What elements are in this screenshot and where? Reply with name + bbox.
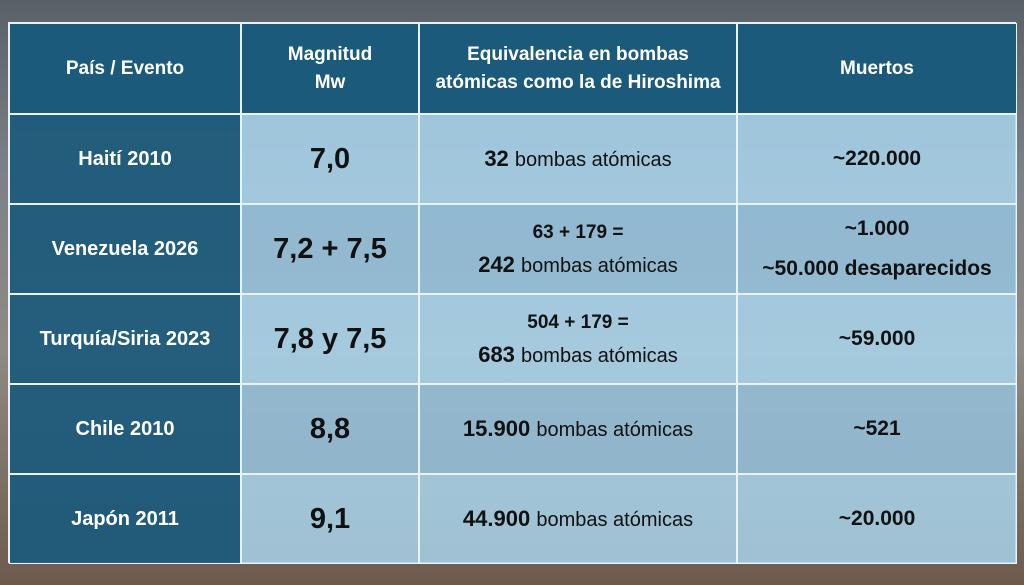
header-text: País / Evento xyxy=(65,57,185,79)
magnitude: 8,8 xyxy=(309,412,351,445)
equivalence-number: 242 xyxy=(478,251,515,277)
equivalence-text: bombas atómicas xyxy=(514,148,672,171)
cell: ~1.000 ~50.000 desaparecidos xyxy=(737,204,1017,294)
cell: 44.900 bombas atómicas xyxy=(419,474,737,564)
equivalence-text: bombas atómicas xyxy=(521,344,678,367)
equivalence-sum: 63 + 179 = xyxy=(532,221,624,243)
cell: Turquía/Siria 2023 xyxy=(9,294,241,384)
deaths: ~220.000 xyxy=(832,147,922,170)
table: País / Evento Magnitud Mw Equivalencia en b… xyxy=(8,22,1017,564)
header-text: Magnitud xyxy=(287,43,373,65)
cell: 7,0 xyxy=(241,114,419,204)
header-text: Muertos xyxy=(840,57,914,79)
magnitude: 9,1 xyxy=(309,502,351,535)
cell: ~20.000 xyxy=(737,474,1017,564)
cell: ~521 xyxy=(737,384,1017,474)
header-text: Equivalencia en bombas atómicas como la … xyxy=(435,43,721,93)
cell: 63 + 179 = 242 bombas atómicas xyxy=(419,204,737,294)
equivalence-text: bombas atómicas xyxy=(521,254,678,277)
cell: ~59.000 xyxy=(737,294,1017,384)
magnitude: 7,0 xyxy=(309,142,351,175)
deaths: ~59.000 xyxy=(838,327,916,350)
cell: Haití 2010 xyxy=(9,114,241,204)
equivalence: 44.900 bombas atómicas xyxy=(463,503,693,536)
deaths: ~20.000 xyxy=(838,507,916,530)
cell: Venezuela 2026 xyxy=(9,204,241,294)
magnitude: 7,2 + 7,5 xyxy=(273,232,387,265)
deaths: ~1.000 xyxy=(844,217,910,240)
header-cell: Muertos xyxy=(737,23,1017,114)
event: Turquía/Siria 2023 xyxy=(39,327,211,350)
event: Haití 2010 xyxy=(78,147,172,170)
cell: 15.900 bombas atómicas xyxy=(419,384,737,474)
event: Chile 2010 xyxy=(75,417,175,440)
equivalence-number: 683 xyxy=(478,341,515,367)
header-cell: Equivalencia en bombas atómicas como la … xyxy=(419,23,737,114)
cell: 8,8 xyxy=(241,384,419,474)
equivalence-sum: 504 + 179 = xyxy=(527,311,629,333)
cell: Chile 2010 xyxy=(9,384,241,474)
equivalence: 242 bombas atómicas xyxy=(478,249,678,282)
equivalence-text: bombas atómicas xyxy=(536,508,694,531)
header-text: Mw xyxy=(314,71,346,93)
equivalence-number: 44.900 xyxy=(462,505,531,531)
equivalence-text: bombas atómicas xyxy=(536,418,694,441)
event: Venezuela 2026 xyxy=(51,237,199,260)
cell: ~220.000 xyxy=(737,114,1017,204)
equivalence: 32 bombas atómicas xyxy=(484,143,671,176)
equivalence: 15.900 bombas atómicas xyxy=(463,413,693,446)
header-cell: País / Evento xyxy=(9,23,241,114)
cell: 7,2 + 7,5 xyxy=(241,204,419,294)
cell: Japón 2011 xyxy=(9,474,241,564)
equivalence: 683 bombas atómicas xyxy=(478,339,678,372)
equivalence-number: 15.900 xyxy=(462,415,531,441)
equivalence-number: 32 xyxy=(484,145,509,171)
event: Japón 2011 xyxy=(71,507,179,530)
deaths: ~521 xyxy=(853,417,901,440)
cell: 7,8 y 7,5 xyxy=(241,294,419,384)
cell: 32 bombas atómicas xyxy=(419,114,737,204)
cell: 9,1 xyxy=(241,474,419,564)
deaths: ~50.000 desaparecidos xyxy=(762,257,992,280)
magnitude: 7,8 y 7,5 xyxy=(273,322,387,355)
cell: 504 + 179 = 683 bombas atómicas xyxy=(419,294,737,384)
header-cell: Magnitud Mw xyxy=(241,23,419,114)
